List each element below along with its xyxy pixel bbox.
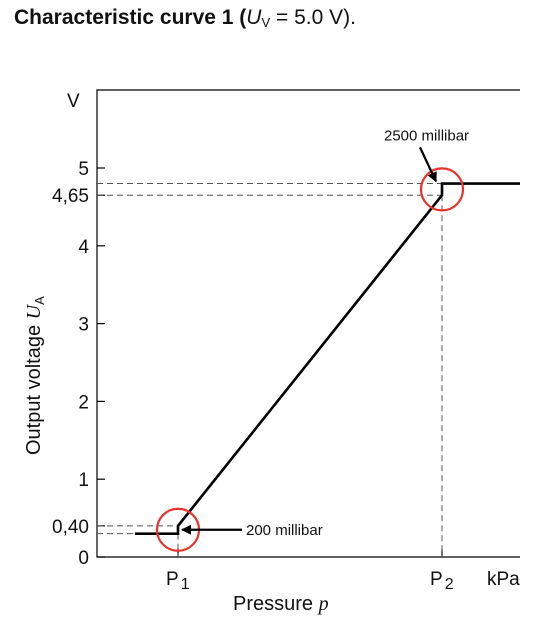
- annotation-arrow: [419, 146, 437, 183]
- y-axis-label: Output voltage UA: [23, 296, 47, 455]
- y-tick-label: 4: [78, 237, 89, 258]
- y-axis-variable: U: [23, 303, 45, 319]
- y-axis-subscript: A: [32, 296, 47, 305]
- y-tick-label: 0: [78, 548, 89, 569]
- characteristic-line: [135, 182, 520, 535]
- x-axis-label: Pressure p: [233, 593, 329, 615]
- y-tick-label: 4,65: [52, 186, 89, 207]
- highlight-circle: [419, 167, 465, 212]
- chart-title: Characteristic curve 1 (UV = 5.0 V).: [14, 6, 356, 30]
- annotation-label: 2500 millibar: [384, 127, 469, 144]
- x-axis-variable: p: [317, 593, 329, 615]
- y-tick-label: 2: [78, 392, 89, 413]
- y-tick-label: 0,40: [52, 517, 89, 538]
- plot-frame: [96, 89, 520, 558]
- x-tick-subscript: 1: [181, 576, 190, 593]
- y-tick-label: 1: [78, 470, 89, 491]
- y-tick-label: 5: [78, 159, 89, 180]
- annotation-label: 200 millibar: [246, 522, 323, 539]
- y-unit-label: V: [67, 91, 80, 112]
- x-tick-subscript: 2: [445, 576, 454, 593]
- x-unit-label: kPa: [487, 569, 520, 590]
- y-tick-label: 3: [78, 315, 89, 336]
